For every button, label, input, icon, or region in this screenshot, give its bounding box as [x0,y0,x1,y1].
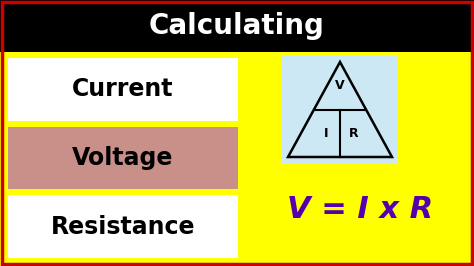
Bar [0,0,474,52]
Bar [8,58,238,121]
Text: R: R [349,127,359,140]
Text: Current: Current [72,77,174,101]
Bar [8,127,238,189]
Text: Voltage: Voltage [73,146,173,170]
Polygon shape [288,62,392,157]
Bar [282,56,398,163]
Text: I: I [324,127,328,140]
Text: V: V [335,79,345,92]
Bar [8,195,238,258]
Text: Resistance: Resistance [51,215,195,239]
Text: Calculating: Calculating [149,12,325,40]
Text: V = I x R: V = I x R [287,196,433,225]
